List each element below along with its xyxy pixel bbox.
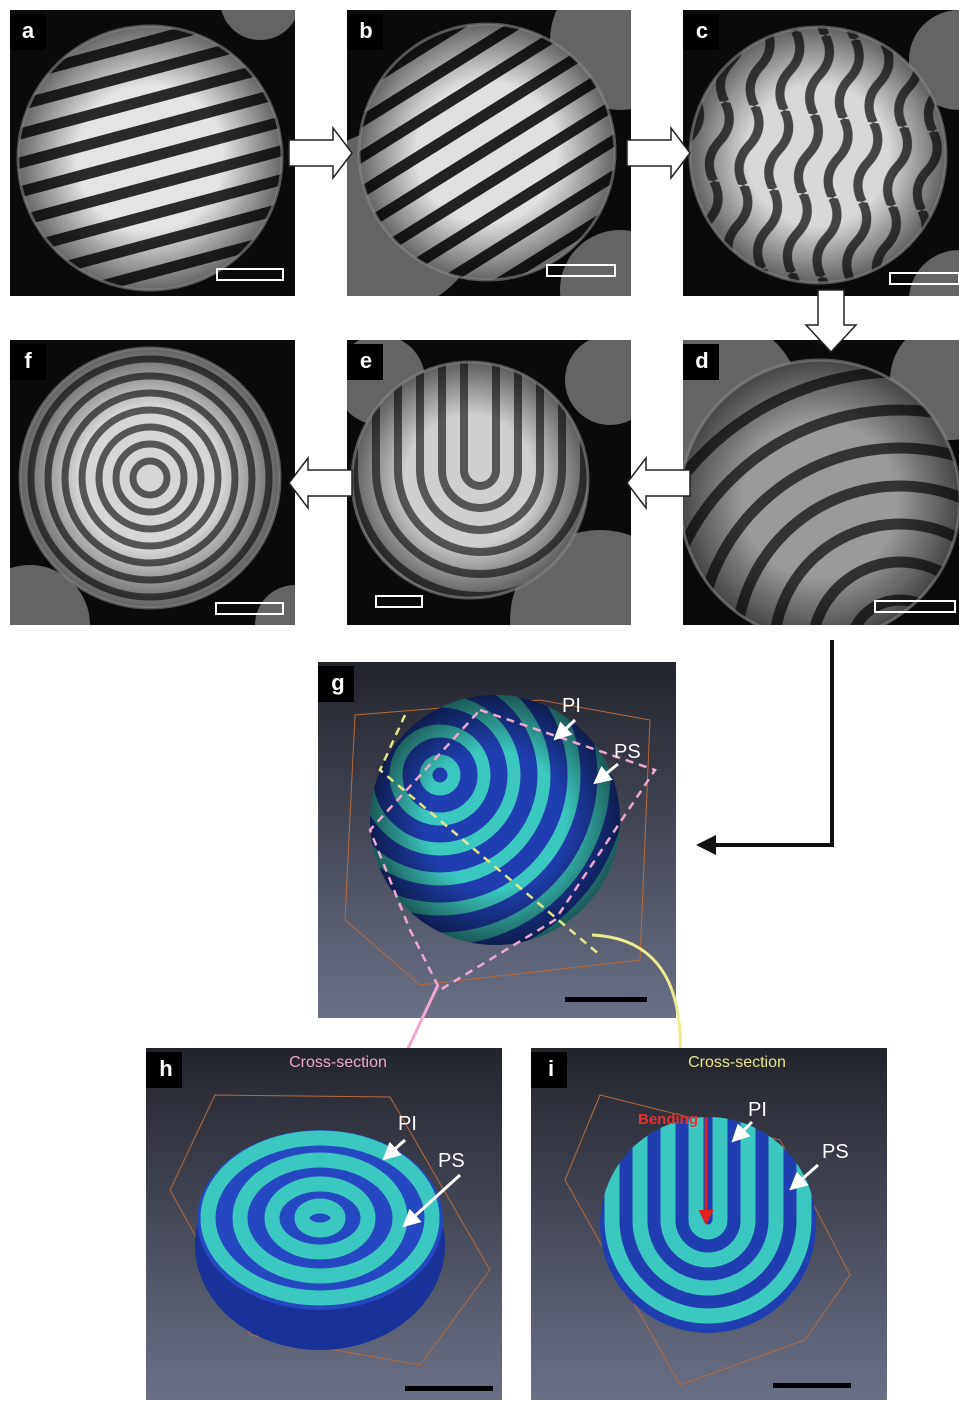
bending-label: Bending <box>638 1111 698 1128</box>
panel-label: g <box>331 670 344 695</box>
ps-label: PS <box>822 1141 849 1163</box>
block-arrow <box>289 458 352 508</box>
sphere-shade <box>370 695 620 945</box>
caption: Cross-section <box>688 1054 786 1071</box>
block-arrow <box>627 128 690 178</box>
scale-bar <box>405 1386 493 1391</box>
panel-label: i <box>548 1056 554 1081</box>
render <box>531 1048 887 1400</box>
micrograph <box>300 0 690 350</box>
panel-label: e <box>360 348 372 373</box>
block-arrow <box>289 128 352 178</box>
micrograph <box>10 0 300 296</box>
panel-label: b <box>359 18 372 43</box>
render <box>146 1048 502 1400</box>
caption: Cross-section <box>289 1054 387 1071</box>
page: a b c d e f g PI PS h Cross-section PI PS i Cross-sect… <box>0 0 959 1401</box>
neighbor <box>565 335 655 425</box>
panel-label: f <box>24 348 32 373</box>
scale-bar <box>773 1383 851 1388</box>
ps-label: PS <box>438 1150 465 1172</box>
panel-label: h <box>159 1056 172 1081</box>
panel-label: d <box>695 348 708 373</box>
content <box>0 0 959 1400</box>
ps-label: PS <box>614 741 641 763</box>
neighbor <box>560 230 680 350</box>
block-arrow <box>627 458 690 508</box>
connector <box>700 640 832 845</box>
figure: a b c d e f g PI PS h Cross-section PI PS i Cross-sect… <box>0 0 959 1401</box>
micrograph <box>0 340 335 685</box>
pi-label: PI <box>748 1099 767 1121</box>
panel-label: c <box>696 18 708 43</box>
neighbor <box>255 585 335 665</box>
panel-label: a <box>22 18 35 43</box>
pi-label: PI <box>562 695 581 717</box>
micrograph <box>335 330 690 710</box>
pi-label: PI <box>398 1113 417 1135</box>
scale-bar <box>565 997 647 1002</box>
